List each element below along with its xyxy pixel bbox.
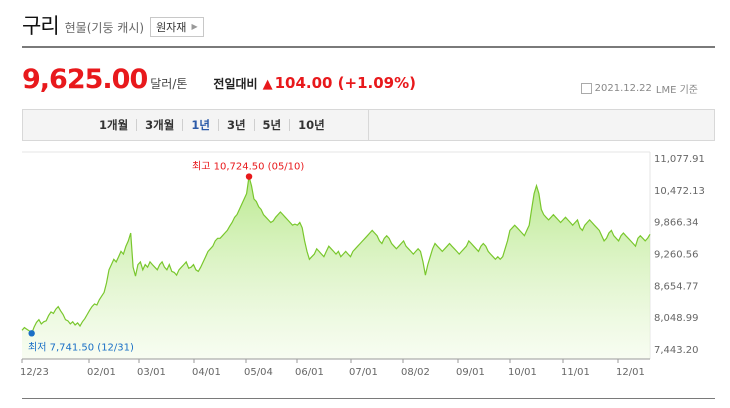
- high-point: [245, 173, 253, 180]
- y-tick-label: 9,260.56: [654, 250, 699, 261]
- page-title: 구리: [22, 14, 60, 38]
- category-badge-label: 원자재: [156, 20, 187, 34]
- range-tab-3[interactable]: 3년: [219, 119, 255, 131]
- bottom-divider: [22, 398, 715, 399]
- range-tab-2[interactable]: 1년: [183, 119, 219, 131]
- x-tick-label: 06/01: [295, 367, 324, 378]
- range-separator: [368, 110, 369, 140]
- y-tick-label: 9,866.34: [654, 218, 699, 229]
- chevron-right-icon: ▶: [191, 22, 198, 31]
- range-tab-1[interactable]: 3개월: [137, 119, 184, 131]
- x-tick-label: 05/04: [244, 367, 273, 378]
- x-tick-label: 12/23: [20, 367, 49, 378]
- y-tick-label: 7,443.20: [654, 345, 699, 356]
- calendar-icon: [580, 83, 592, 94]
- range-tab-5[interactable]: 10년: [298, 118, 325, 132]
- range-tab-4[interactable]: 5년: [255, 119, 291, 131]
- low-point: [28, 330, 35, 337]
- low-label: 최저 7,741.50 (12/31): [28, 341, 134, 353]
- price-change: 104.00 (+1.09%): [274, 74, 417, 92]
- page-subtitle: 현물(기둥 캐시): [64, 20, 145, 35]
- x-tick-label: 02/01: [87, 367, 116, 378]
- range-selector: 1개월 3개월 1년 3년 5년 10년: [22, 109, 715, 141]
- x-tick-label: 12/01: [616, 367, 645, 378]
- range-tab-0[interactable]: 1개월: [91, 119, 138, 131]
- current-price: 9,625.00: [22, 64, 148, 95]
- x-tick-label: 09/01: [456, 367, 485, 378]
- price-unit: 달러/톤: [150, 77, 188, 91]
- up-triangle-icon: ▲: [262, 77, 273, 92]
- quote-source: LME 기준: [655, 85, 698, 96]
- x-tick-label: 08/02: [401, 367, 430, 378]
- price-line: [21, 176, 651, 335]
- price-row: 9,625.00 달러/톤 전일대비 ▲ 104.00 (+1.09%): [22, 64, 416, 98]
- y-tick-label: 8,654.77: [654, 281, 699, 292]
- range-tabs: 1개월 3개월 1년 3년 5년 10년: [91, 110, 333, 140]
- header: 구리 현물(기둥 캐시) 원자재 ▶: [22, 10, 204, 40]
- x-tick-label: 04/01: [192, 367, 221, 378]
- x-tick-label: 10/01: [508, 367, 537, 378]
- high-label: 최고 10,724.50 (05/10): [192, 161, 304, 173]
- compare-label: 전일대비: [213, 77, 258, 91]
- price-chart: 11,077.91 10,472.13 9,866.34 9,260.56 8,654.…: [20, 151, 705, 378]
- y-tick-label: 11,077.91: [654, 154, 705, 165]
- category-badge-button[interactable]: 원자재 ▶: [150, 16, 204, 37]
- y-tick-label: 8,048.99: [654, 313, 699, 324]
- quote-date-info: 2021.12.22 LME 기준: [580, 81, 698, 96]
- top-divider: [22, 46, 715, 48]
- x-tick-label: 07/01: [349, 367, 378, 378]
- x-tick-label: 03/01: [137, 367, 166, 378]
- y-tick-label: 10,472.13: [654, 186, 705, 197]
- price-area: [22, 176, 650, 359]
- quote-date: 2021.12.22: [594, 83, 652, 94]
- x-tick-label: 11/01: [561, 367, 590, 378]
